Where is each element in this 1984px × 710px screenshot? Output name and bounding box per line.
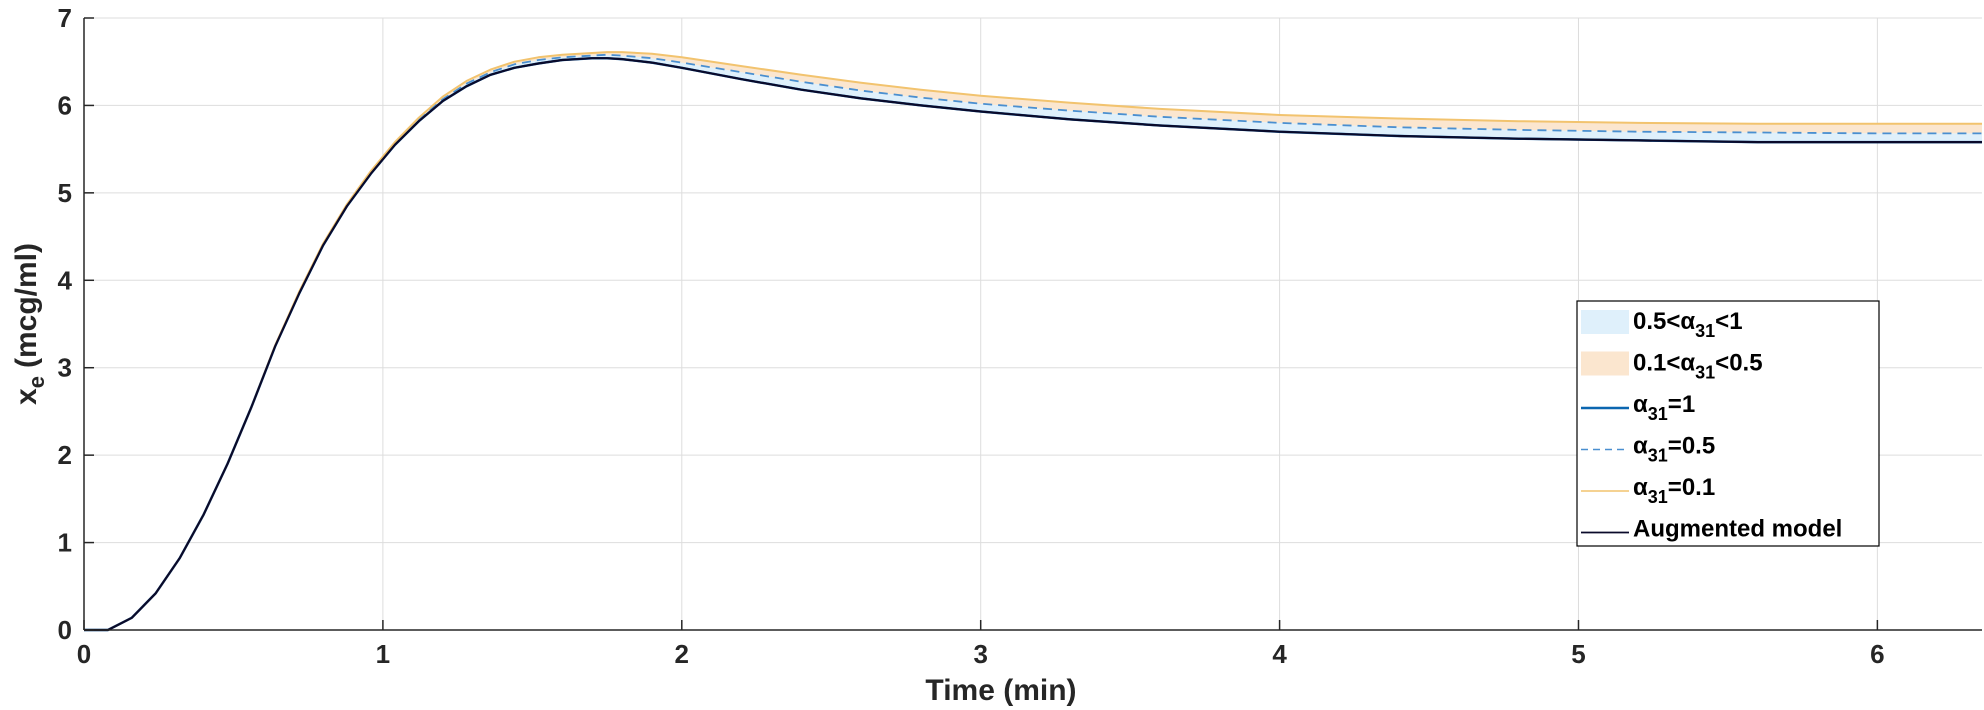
legend-swatch: [1581, 310, 1629, 334]
y-tick-label: 1: [58, 528, 72, 558]
legend-label-text: =0.1: [1668, 474, 1715, 501]
legend-label: α31=1: [1633, 391, 1695, 424]
x-tick-label: 2: [675, 639, 689, 669]
tick-labels: 0 1 2 3 4 5 6 0 1 2 3 4 5 6 7: [58, 3, 1885, 669]
legend: 0.5<α31<10.1<α31<0.5α31=1α31=0.5α31=0.1A…: [1576, 300, 1880, 547]
y-axis-label-group: xe (mcg/ml): [10, 243, 49, 405]
x-tick-label: 0: [77, 639, 91, 669]
legend-label-text: <0.5: [1715, 350, 1762, 377]
legend-label: 0.1<α31<0.5: [1633, 350, 1763, 383]
legend-label: 0.5<α31<1: [1633, 308, 1743, 341]
legend-label-text: =1: [1668, 391, 1695, 418]
y-tick-label: 2: [58, 440, 72, 470]
y-axis-label-sub: e: [24, 376, 49, 388]
legend-label-text: 0.5<α: [1633, 308, 1695, 335]
legend-label-text: <1: [1715, 308, 1742, 335]
y-tick-label: 7: [58, 3, 72, 33]
y-tick-label: 3: [58, 353, 72, 383]
y-axis-label: xe (mcg/ml): [10, 243, 49, 405]
x-tick-label: 4: [1272, 639, 1287, 669]
legend-label-subscript: 31: [1648, 487, 1668, 507]
series-lines: [84, 51, 1982, 632]
x-tick-label: 3: [973, 639, 987, 669]
legend-label: α31=0.5: [1633, 433, 1715, 466]
x-tick-label: 6: [1870, 639, 1884, 669]
legend-label-subscript: 31: [1695, 363, 1715, 383]
x-tick-label: 5: [1571, 639, 1585, 669]
legend-label-text: =0.5: [1668, 433, 1715, 460]
legend-label-subscript: 31: [1695, 321, 1715, 341]
y-axis-label-unit: (mcg/ml): [10, 243, 43, 368]
legend-label: Augmented model: [1633, 516, 1842, 543]
legend-label-text: α: [1633, 433, 1648, 460]
series-line: [84, 57, 1982, 632]
axes: [83, 17, 1982, 631]
legend-label-subscript: 31: [1648, 446, 1668, 466]
legend-label-text: α: [1633, 474, 1648, 501]
y-tick-label: 6: [58, 90, 72, 120]
legend-label-subscript: 31: [1648, 404, 1668, 424]
y-tick-label: 0: [58, 615, 72, 645]
x-tick-label: 1: [376, 639, 390, 669]
legend-label-text: 0.1<α: [1633, 350, 1695, 377]
y-axis-label-main: x: [10, 388, 43, 405]
y-tick-label: 5: [58, 178, 72, 208]
legend-label-text: α: [1633, 391, 1648, 418]
legend-label: α31=0.1: [1633, 474, 1715, 507]
legend-box: [1576, 300, 1880, 547]
y-tick-label: 4: [58, 265, 73, 295]
x-axis-label: Time (min): [925, 674, 1076, 707]
legend-label-text: Augmented model: [1633, 516, 1842, 543]
legend-swatch: [1581, 351, 1629, 376]
